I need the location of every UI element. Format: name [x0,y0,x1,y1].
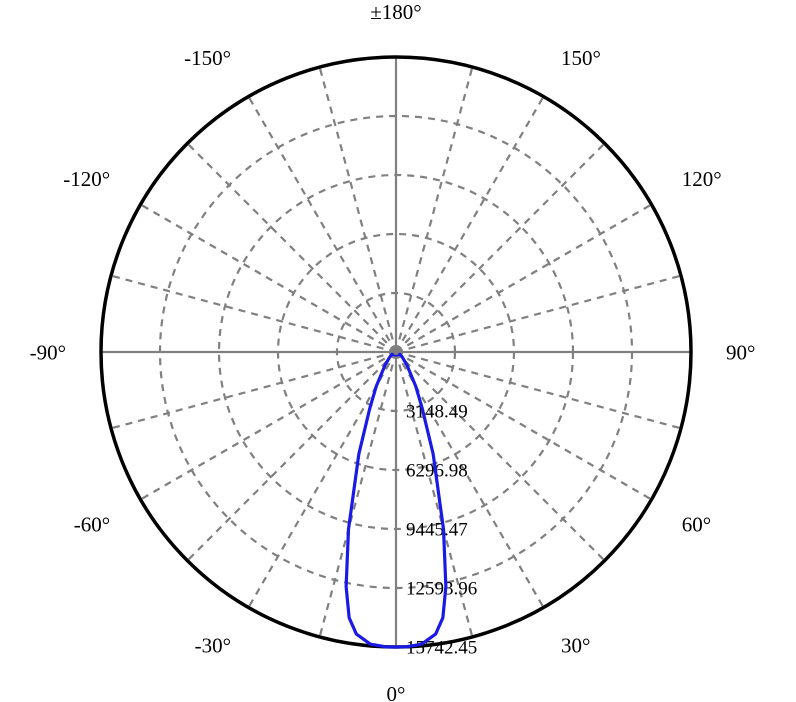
center-dot [393,349,399,355]
polar-chart: 0° 30° 60° 90° 120° 150° ±180° -30° -60° -90° -120… [0,0,796,702]
angle-label: 60° [682,513,711,537]
angle-label: 120° [682,167,722,191]
angle-label: -90° [30,340,66,364]
radial-label: 9445.47 [406,520,468,541]
radial-label: 15742.45 [406,638,477,659]
angle-label: 150° [561,46,601,70]
angle-label: 90° [726,340,755,364]
angle-label: -60° [74,513,110,537]
angle-label: 30° [561,633,590,657]
radial-label: 12593.96 [406,579,477,600]
radial-label: 3148.49 [406,402,468,423]
angle-label: -30° [195,633,231,657]
angle-label: -120° [63,167,110,191]
angle-label: 0° [387,682,406,702]
angle-label: ±180° [370,0,421,24]
angle-label: -150° [184,46,231,70]
